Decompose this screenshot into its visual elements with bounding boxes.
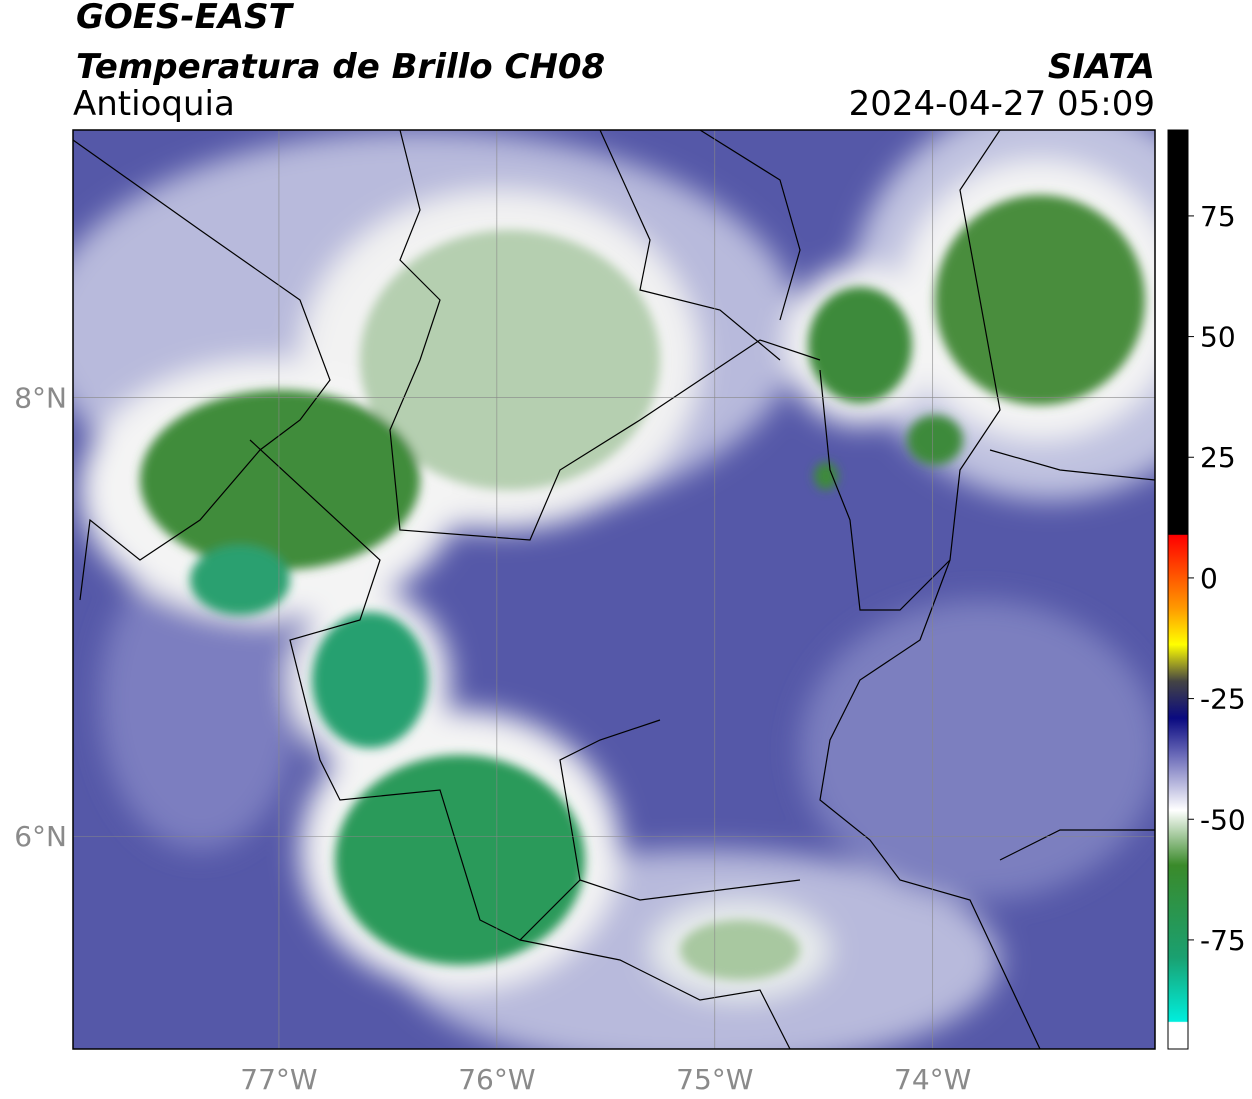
map-frame: [72, 129, 1156, 1050]
colorbar-tick-label: 25: [1200, 441, 1236, 474]
colorbar-tick-label: -50: [1200, 803, 1246, 836]
borders: [73, 130, 1155, 1049]
title: GOES-EAST: [76, 0, 295, 37]
source: SIATA: [1048, 47, 1155, 87]
colorbar-tick-label: 0: [1200, 562, 1218, 595]
subtitle: Temperatura de Brillo CH08: [76, 47, 605, 87]
colorbar: [1167, 129, 1189, 1050]
satellite-image: [73, 130, 1155, 1049]
lon-tick-label: 77°W: [240, 1063, 317, 1096]
lon-tick-label: 74°W: [894, 1063, 971, 1096]
colorbar-tick-label: -75: [1200, 924, 1246, 957]
region: Antioquia: [73, 84, 235, 124]
lat-tick-label: 8°N: [14, 382, 67, 415]
colorbar-tick-label: -25: [1200, 683, 1246, 716]
lat-tick-label: 6°N: [14, 820, 67, 853]
colorbar-tick-label: 75: [1200, 200, 1236, 233]
lon-tick-label: 76°W: [458, 1063, 535, 1096]
colorbar-tick-label: 50: [1200, 321, 1236, 354]
datetime: 2024-04-27 05:09: [849, 84, 1155, 124]
lon-tick-label: 75°W: [676, 1063, 753, 1096]
